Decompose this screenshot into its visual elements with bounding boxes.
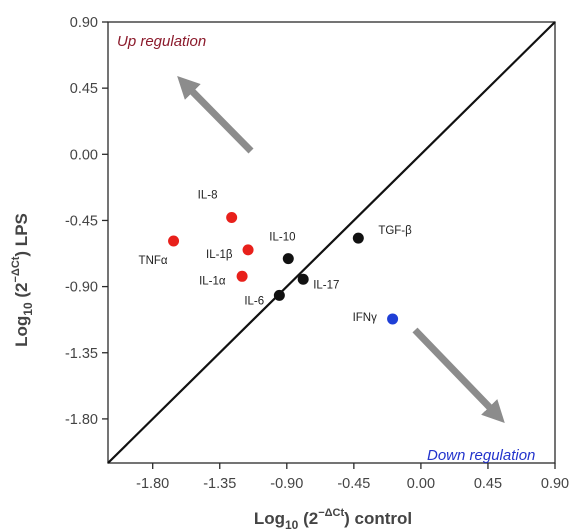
point-label: IL-6 <box>244 295 264 307</box>
x-tick-label: -0.45 <box>337 476 370 492</box>
data-point <box>352 232 364 244</box>
x-tick-label: 0.00 <box>407 476 435 492</box>
identity-line-group <box>107 21 556 464</box>
data-points <box>168 212 399 325</box>
axis-ticks: -1.80 -1.35 -0.90 -0.45 0.00 0.45 0.90 0.90 0.45… <box>65 15 569 492</box>
y-tick-label: -0.45 <box>65 213 98 229</box>
point-label: IL-17 <box>313 279 339 291</box>
data-point <box>242 244 254 256</box>
point-label: IL-1β <box>206 249 233 261</box>
point-label: IL-1α <box>199 275 226 287</box>
data-point <box>236 270 248 282</box>
y-tick-label: 0.45 <box>70 81 98 97</box>
plot-frame <box>107 21 556 464</box>
x-tick-label: 0.90 <box>541 476 569 492</box>
down-regulation-arrow <box>412 327 505 424</box>
point-label: TNFα <box>139 255 168 267</box>
data-point <box>297 273 309 285</box>
point-label: IL-8 <box>198 190 218 202</box>
data-point <box>168 235 180 247</box>
x-tick-label: 0.45 <box>474 476 502 492</box>
y-tick-label: 0.90 <box>70 15 98 31</box>
data-point <box>387 313 399 325</box>
y-tick-label: -1.35 <box>65 346 98 362</box>
point-label: IFNγ <box>353 312 378 324</box>
x-tick-label: -1.80 <box>136 476 169 492</box>
regulation-arrows <box>177 76 505 424</box>
down-regulation-annotation: Down regulation <box>427 447 535 464</box>
identity-line <box>107 21 556 464</box>
y-axis-title: Log10 (2−ΔCt) LPS <box>10 213 35 347</box>
data-point <box>282 253 294 265</box>
y-tick-label: -1.80 <box>65 412 98 428</box>
point-label: TGF-β <box>378 225 412 237</box>
point-labels: IL-8 TNFα IL-1β IL-1α IL-10 IL-6 IL-17 TGF-β IFN… <box>139 190 413 324</box>
x-tick-label: -0.90 <box>270 476 303 492</box>
plot-border <box>107 21 556 464</box>
data-point <box>273 289 285 301</box>
x-axis-title: Log10 (2−ΔCt) control <box>254 507 412 529</box>
up-regulation-arrow <box>177 76 254 154</box>
y-tick-label: -0.90 <box>65 280 98 296</box>
point-label: IL-10 <box>269 232 295 244</box>
y-tick-label: 0.00 <box>70 147 98 163</box>
data-point <box>226 212 238 224</box>
x-tick-label: -1.35 <box>203 476 236 492</box>
up-regulation-annotation: Up regulation <box>117 33 206 50</box>
